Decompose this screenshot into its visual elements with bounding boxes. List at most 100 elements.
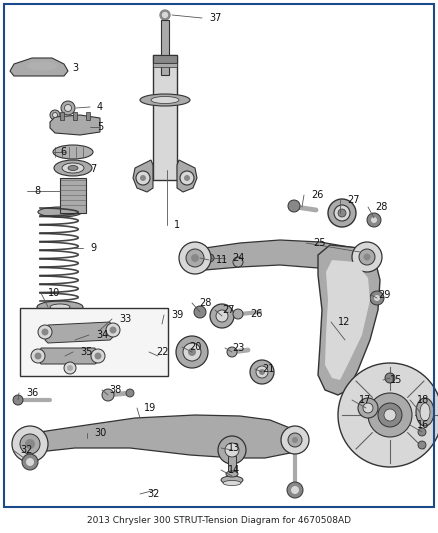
Circle shape	[292, 437, 298, 443]
Circle shape	[53, 112, 57, 117]
Circle shape	[367, 213, 381, 227]
Text: 34: 34	[96, 330, 108, 340]
Circle shape	[184, 175, 190, 181]
Bar	[228, 456, 236, 474]
Circle shape	[162, 12, 167, 18]
Text: 12: 12	[338, 317, 350, 327]
Text: 33: 33	[119, 314, 131, 324]
Circle shape	[225, 443, 239, 457]
Text: 21: 21	[262, 364, 274, 374]
Text: 10: 10	[48, 288, 60, 298]
Circle shape	[288, 200, 300, 212]
Text: 23: 23	[232, 343, 244, 353]
Text: 19: 19	[144, 403, 156, 413]
Circle shape	[371, 217, 377, 223]
Circle shape	[194, 306, 206, 318]
Bar	[60, 178, 86, 213]
Circle shape	[20, 434, 40, 454]
Circle shape	[338, 363, 438, 467]
Ellipse shape	[37, 301, 83, 313]
Circle shape	[334, 205, 350, 221]
Ellipse shape	[54, 160, 92, 176]
Text: 15: 15	[390, 375, 403, 385]
Circle shape	[288, 433, 302, 447]
Text: 36: 36	[26, 388, 38, 398]
Text: 25: 25	[313, 238, 325, 248]
Circle shape	[106, 323, 120, 337]
Circle shape	[358, 398, 378, 418]
Polygon shape	[318, 245, 380, 395]
Circle shape	[154, 352, 162, 360]
Circle shape	[378, 403, 402, 427]
Circle shape	[95, 352, 102, 359]
Text: 4: 4	[97, 102, 103, 112]
Text: 18: 18	[417, 395, 429, 405]
Circle shape	[368, 393, 412, 437]
Bar	[161, 20, 169, 75]
Circle shape	[233, 309, 243, 319]
Text: 17: 17	[359, 395, 371, 405]
Circle shape	[363, 403, 373, 413]
Circle shape	[216, 310, 228, 322]
Polygon shape	[10, 58, 68, 76]
Circle shape	[418, 428, 426, 436]
Text: 20: 20	[189, 342, 201, 352]
Circle shape	[150, 348, 166, 364]
Polygon shape	[190, 240, 370, 270]
Circle shape	[385, 373, 395, 383]
Circle shape	[183, 343, 201, 361]
Circle shape	[186, 249, 204, 267]
Text: 38: 38	[109, 385, 121, 395]
Text: 13: 13	[228, 443, 240, 453]
Circle shape	[61, 101, 75, 115]
Ellipse shape	[420, 403, 430, 421]
Circle shape	[370, 291, 384, 305]
Text: 35: 35	[80, 347, 92, 357]
Bar	[153, 55, 177, 180]
Text: 28: 28	[375, 202, 387, 212]
Circle shape	[91, 349, 105, 363]
Bar	[60, 112, 64, 120]
Text: 29: 29	[378, 290, 390, 300]
Text: 5: 5	[97, 122, 103, 132]
Polygon shape	[325, 260, 370, 380]
Text: 26: 26	[250, 309, 262, 319]
Circle shape	[352, 242, 382, 272]
Ellipse shape	[38, 207, 82, 217]
Circle shape	[418, 441, 426, 449]
Text: 27: 27	[347, 195, 360, 205]
Circle shape	[338, 209, 346, 217]
Text: 14: 14	[228, 465, 240, 475]
Ellipse shape	[223, 481, 241, 486]
Circle shape	[38, 325, 52, 339]
Ellipse shape	[62, 163, 84, 173]
Circle shape	[42, 328, 49, 335]
Text: 27: 27	[222, 305, 234, 315]
Text: 11: 11	[216, 255, 228, 265]
Circle shape	[291, 486, 299, 494]
Ellipse shape	[140, 94, 190, 106]
Circle shape	[31, 349, 45, 363]
Circle shape	[179, 242, 211, 274]
Circle shape	[281, 426, 309, 454]
Circle shape	[102, 389, 114, 401]
Text: 9: 9	[90, 243, 96, 253]
Circle shape	[25, 439, 35, 449]
Ellipse shape	[28, 62, 56, 70]
Circle shape	[35, 352, 42, 359]
Text: 28: 28	[199, 298, 212, 308]
Circle shape	[110, 327, 117, 334]
Polygon shape	[45, 322, 113, 343]
Polygon shape	[50, 115, 100, 135]
Text: 26: 26	[311, 190, 323, 200]
Circle shape	[50, 110, 60, 120]
Circle shape	[64, 362, 76, 374]
Circle shape	[250, 360, 274, 384]
Text: 7: 7	[90, 164, 96, 174]
Circle shape	[13, 395, 23, 405]
Circle shape	[287, 482, 303, 498]
Ellipse shape	[151, 96, 179, 103]
Circle shape	[188, 348, 196, 356]
Bar	[153, 63, 177, 67]
Bar	[86, 112, 90, 120]
